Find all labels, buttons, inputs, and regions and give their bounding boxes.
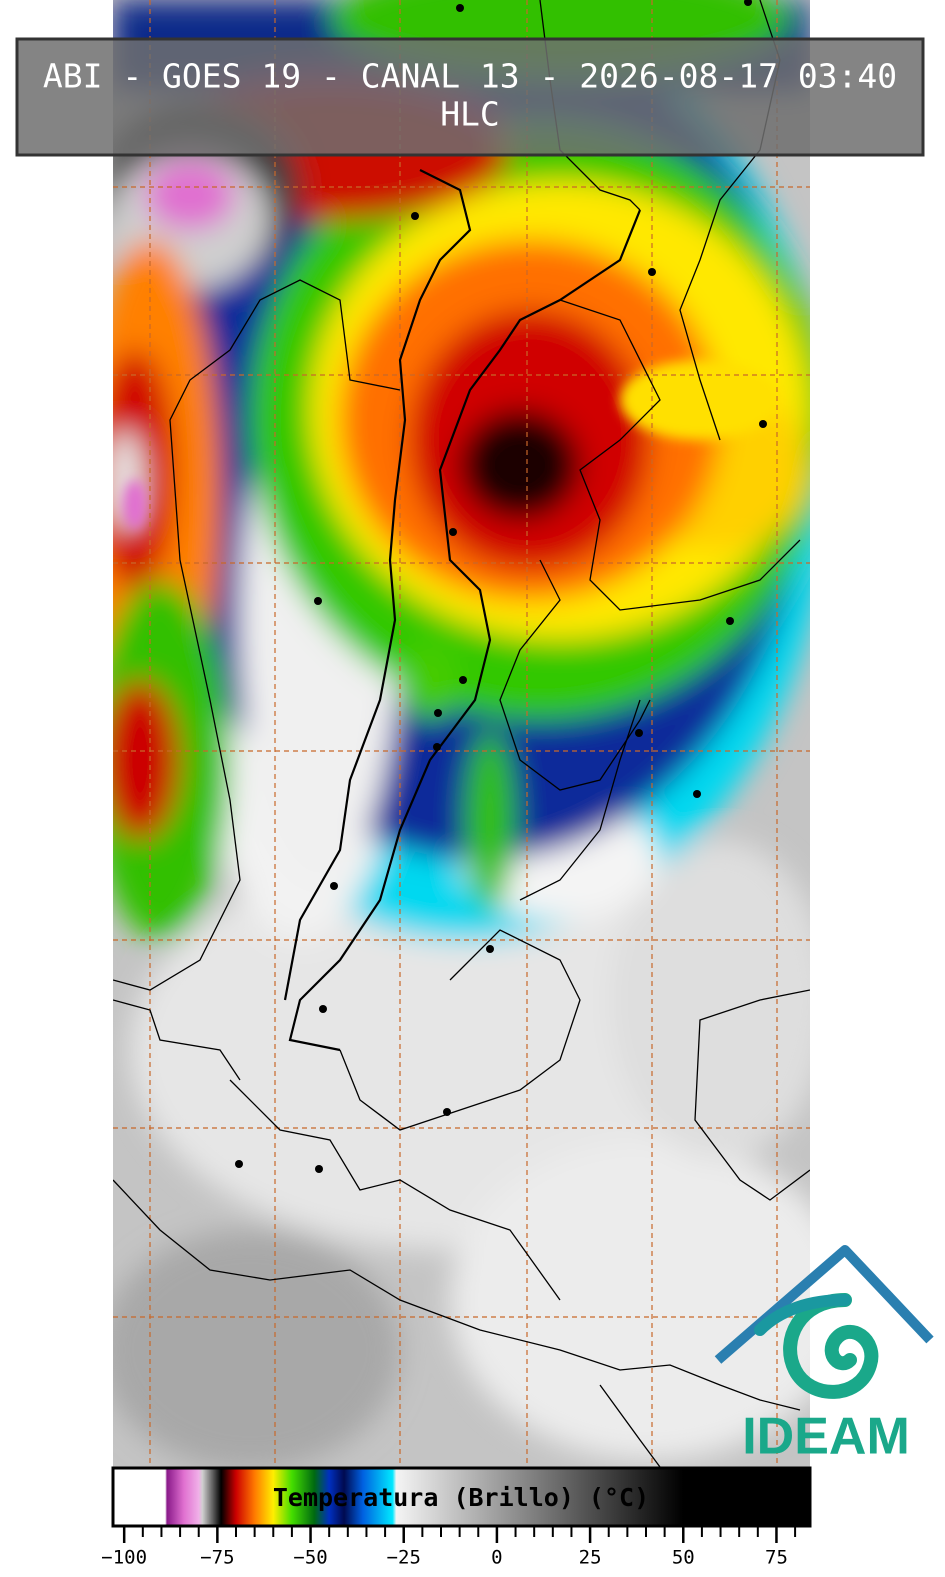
colorbar-label: Temperatura (Brillo) (°C) [273, 1483, 649, 1512]
tick-label: −50 [293, 1547, 327, 1569]
tick-label: −100 [101, 1547, 147, 1569]
satellite-image [113, 0, 810, 1467]
tick-label: −75 [200, 1547, 234, 1569]
tick-label: 75 [765, 1547, 788, 1569]
logo-text: IDEAM [742, 1408, 910, 1466]
subtitle: HLC [440, 95, 500, 134]
colorbar: Temperatura (Brillo) (°C) −100 −75 −50 −25 0… [101, 1466, 812, 1569]
colorbar-ramp [111, 1466, 812, 1528]
tick-label: −25 [387, 1547, 421, 1569]
borders [113, 0, 810, 1467]
city-markers [235, 0, 767, 1173]
tick-label: 0 [491, 1547, 502, 1569]
logo: IDEAM [714, 1245, 934, 1466]
title: ABI - GOES 19 - CANAL 13 - 2026-08-17 03… [43, 57, 897, 96]
grid [113, 0, 810, 1467]
tick-label: 25 [579, 1547, 602, 1569]
title-box: ABI - GOES 19 - CANAL 13 - 2026-08-17 03… [15, 37, 925, 157]
tick-label: 50 [672, 1547, 695, 1569]
